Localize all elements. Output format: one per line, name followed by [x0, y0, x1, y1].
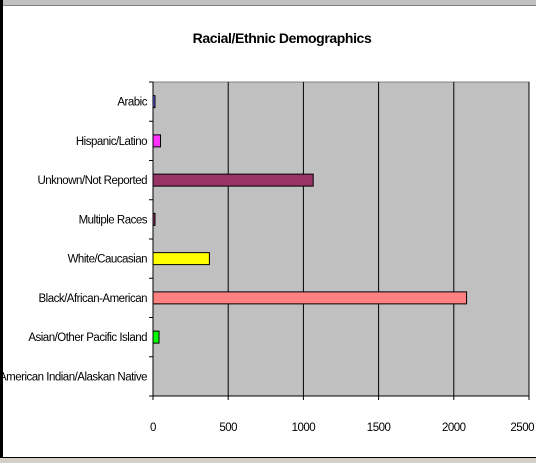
window-left-edge	[0, 0, 3, 462]
window-top-strip	[0, 0, 536, 6]
category-label: American Indian/Alaskan Native	[0, 371, 147, 383]
bars	[152, 95, 468, 344]
category-label: Arabic	[117, 97, 147, 109]
gridlines	[227, 82, 530, 396]
bar-white-caucasian	[152, 252, 210, 266]
category-label: Black/African-American	[38, 293, 147, 305]
category-label: Hispanic/Latino	[76, 136, 147, 148]
tick-labels: 0 500 1000 1500 2000 2500	[150, 422, 535, 434]
x-tick-label: 1500	[367, 422, 391, 434]
x-tick-label: 2500	[510, 422, 534, 434]
category-label: Unknown/Not Reported	[37, 175, 147, 187]
window-bottom-edge	[0, 457, 536, 463]
category-label: Asian/Other Pacific Island	[28, 332, 147, 344]
bar-black-african-american	[152, 291, 468, 305]
category-label: Multiple Races	[79, 214, 148, 226]
x-tick-label: 500	[219, 422, 237, 434]
bar-asian-other-pacific-island	[152, 330, 160, 344]
chart-title: Racial/Ethnic Demographics	[193, 30, 372, 46]
x-tick-label: 1000	[292, 422, 316, 434]
bar-unknown-not-reported	[152, 173, 314, 187]
category-labels: Arabic Hispanic/Latino Unknown/Not Reporte…	[0, 97, 148, 384]
x-tick-label: 2000	[442, 422, 466, 434]
plot-area	[152, 81, 530, 397]
bar-hispanic-latino	[152, 134, 162, 148]
axes	[149, 81, 530, 400]
x-tick-label: 0	[150, 422, 156, 434]
category-label: White/Caucasian	[68, 254, 148, 266]
